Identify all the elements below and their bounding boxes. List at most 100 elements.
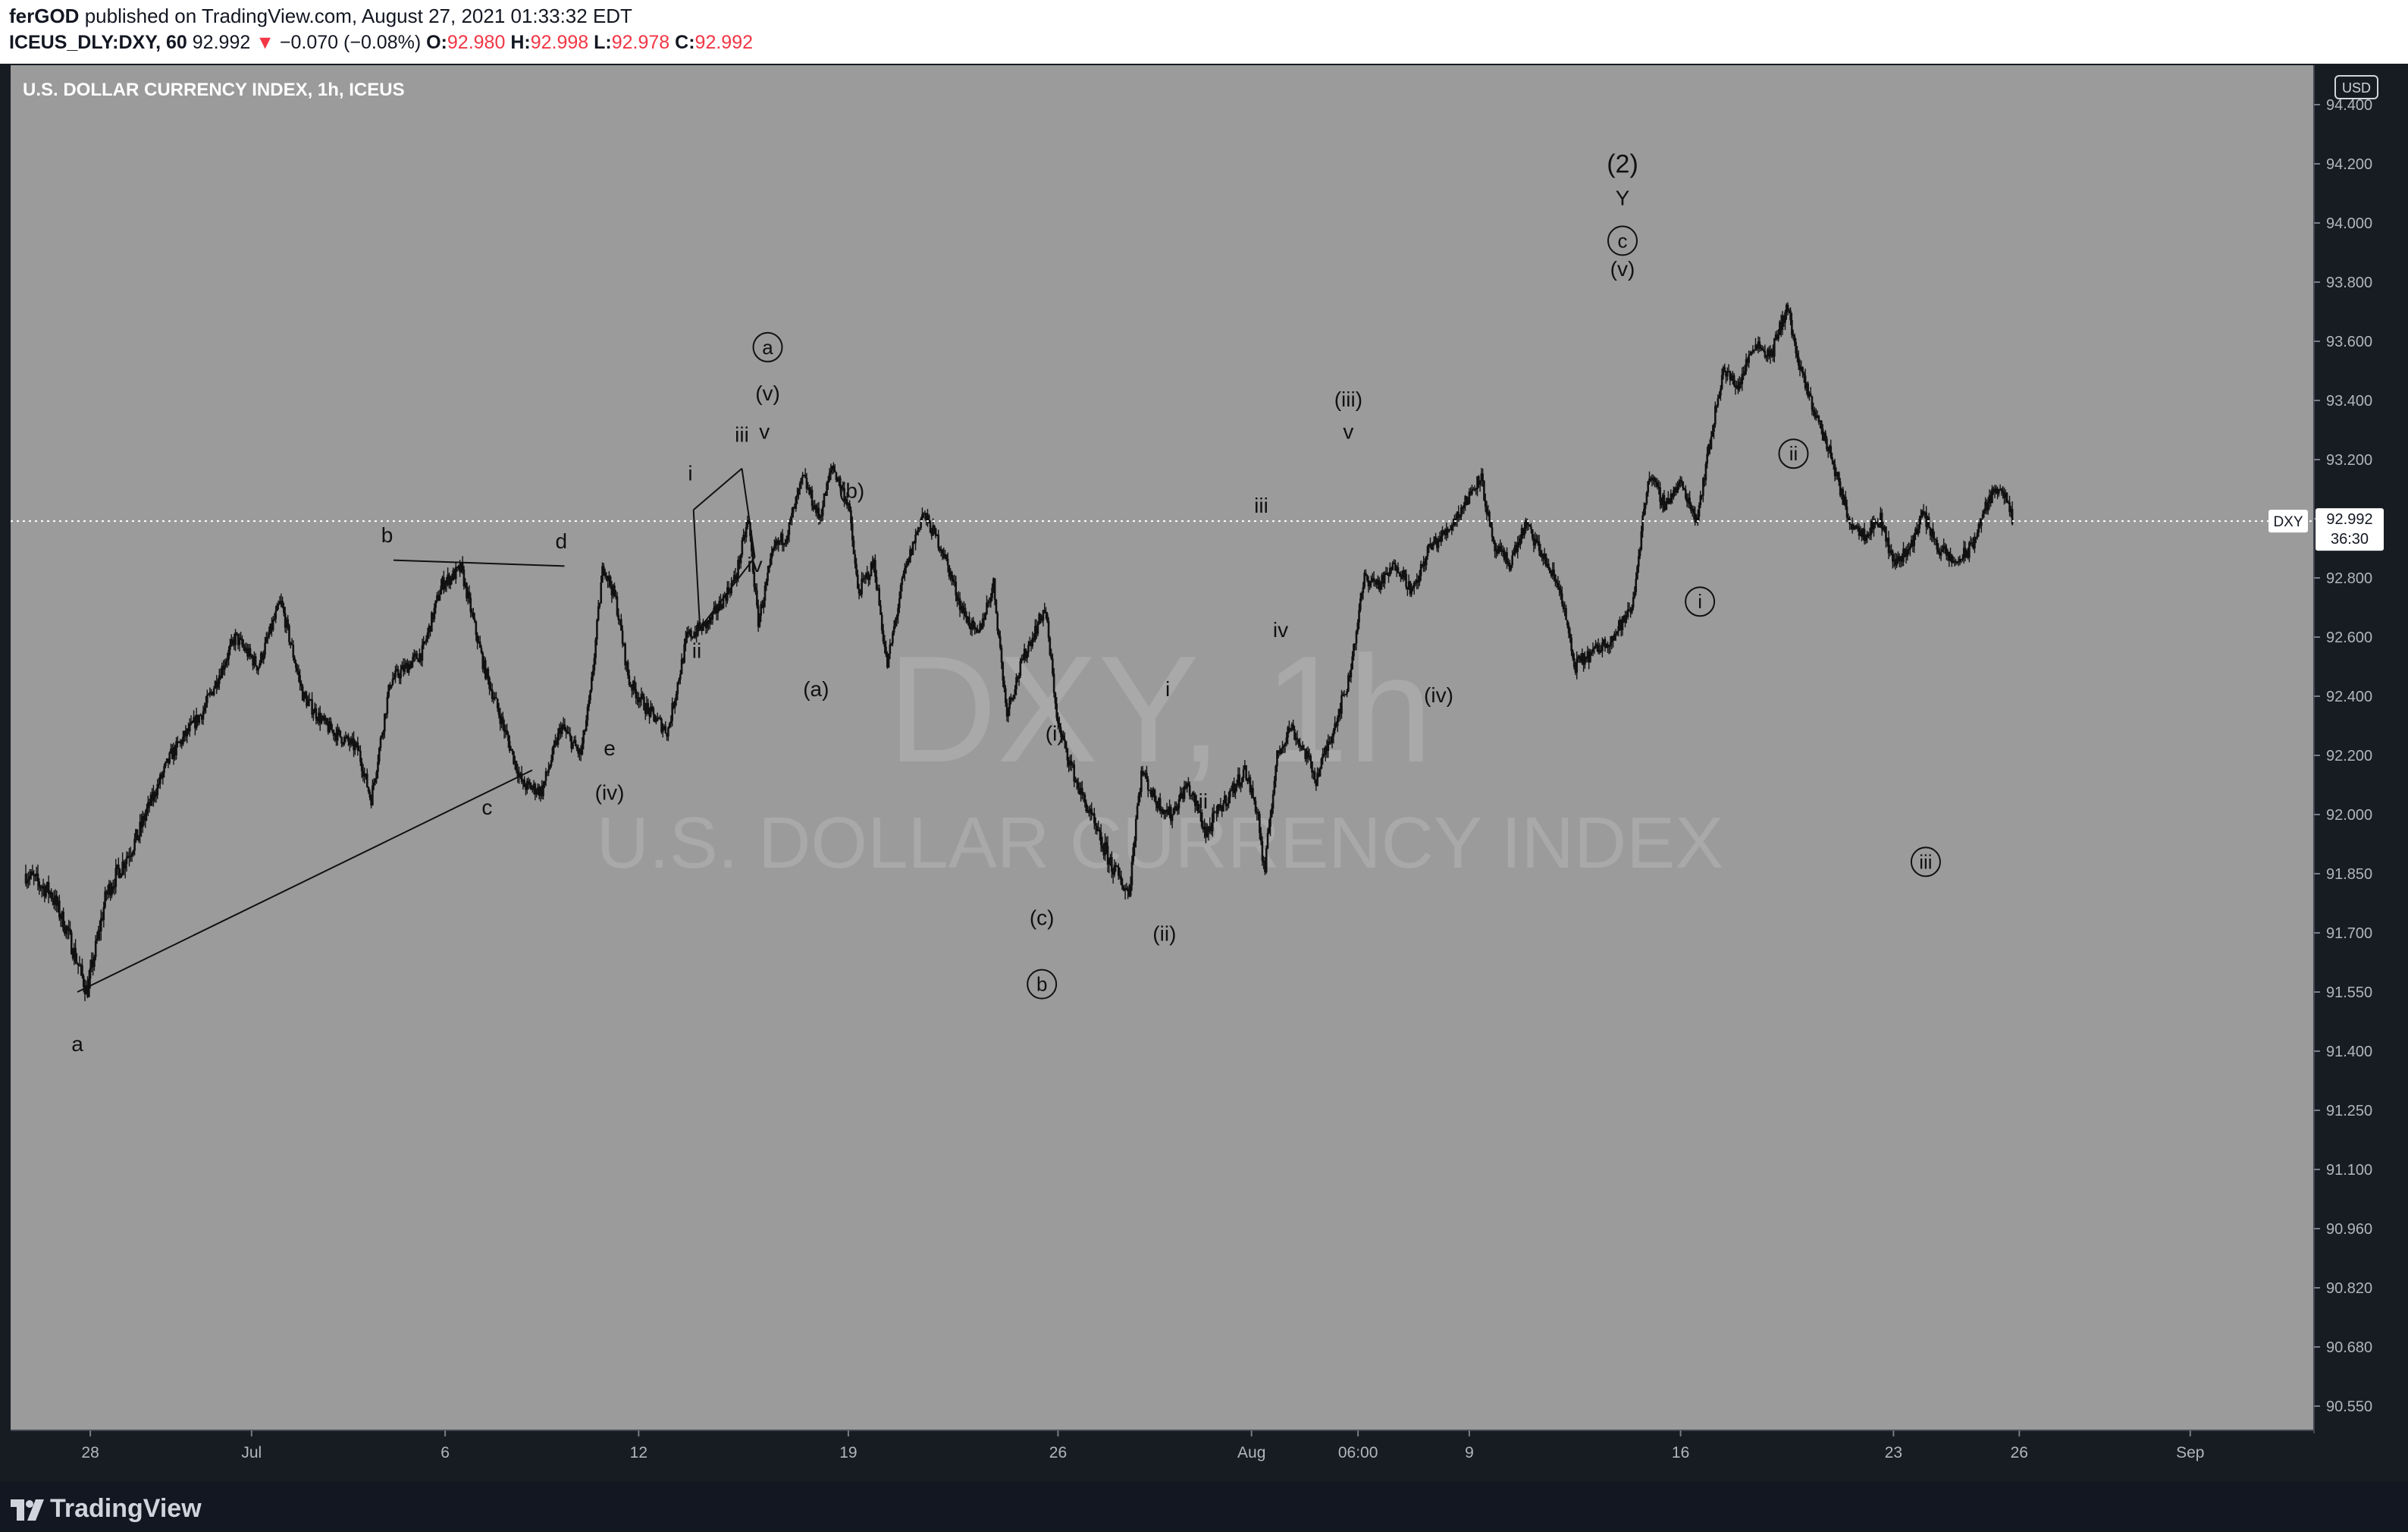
candle-body xyxy=(478,641,481,648)
candle-body xyxy=(927,515,929,521)
candle-body xyxy=(469,598,472,613)
candle-body xyxy=(565,730,567,733)
candle-body xyxy=(487,669,490,678)
candle-body xyxy=(1732,375,1734,380)
candle-body xyxy=(1965,551,1968,557)
candle-body xyxy=(1452,525,1454,526)
candle-body xyxy=(930,532,933,536)
candle-body xyxy=(1626,615,1628,617)
candle-body xyxy=(309,699,312,701)
candle-body xyxy=(918,527,921,529)
candle-body xyxy=(608,576,610,581)
time-axis[interactable] xyxy=(11,1430,2314,1479)
candle-body xyxy=(1397,567,1400,573)
candle-body xyxy=(264,642,266,655)
candle-body xyxy=(1817,416,1820,422)
candle-body xyxy=(1073,764,1076,782)
candle-body xyxy=(547,769,550,773)
candle-body xyxy=(777,540,780,545)
candle-body xyxy=(1951,554,1953,564)
candle-body xyxy=(1288,727,1290,730)
candle-body xyxy=(490,689,492,690)
candle-body xyxy=(1551,569,1554,576)
candle-body xyxy=(158,783,160,786)
candle-body xyxy=(1991,488,1993,504)
candle-body xyxy=(484,660,487,679)
candle-body xyxy=(1842,489,1845,505)
candle-body xyxy=(1814,415,1817,419)
candle-body xyxy=(1647,481,1649,493)
candle-body xyxy=(1318,772,1320,777)
candle-body xyxy=(1175,805,1177,811)
candle-body xyxy=(542,784,544,796)
open-label: O: xyxy=(426,32,447,53)
candle-body xyxy=(406,663,409,673)
candle-body xyxy=(409,664,412,669)
candle-body xyxy=(136,829,139,841)
candle-body xyxy=(331,730,334,731)
candle-body xyxy=(1471,490,1473,494)
candle-body xyxy=(238,637,241,645)
candle-body xyxy=(1214,811,1217,813)
candle-body xyxy=(1143,774,1146,776)
candle-body xyxy=(1014,689,1017,695)
candle-body xyxy=(1570,638,1572,651)
candle-body xyxy=(1619,620,1621,626)
candle-body xyxy=(506,730,508,735)
candle-body xyxy=(633,680,636,689)
price-axis[interactable] xyxy=(2314,64,2408,1433)
candle-body xyxy=(1937,549,1939,553)
candle-body xyxy=(43,886,46,897)
tradingview-logo[interactable]: TradingView xyxy=(11,1494,202,1524)
candle-body xyxy=(823,493,826,507)
candle-body xyxy=(631,686,633,691)
candle-body xyxy=(1723,367,1726,372)
candle-body xyxy=(1605,644,1608,648)
candle-body xyxy=(1754,344,1757,350)
candle-body xyxy=(384,713,387,715)
candle-body xyxy=(651,706,654,708)
candle-body xyxy=(1193,793,1195,796)
candle-body xyxy=(59,917,62,919)
candle-body xyxy=(550,760,553,766)
candle-body xyxy=(89,968,92,979)
candle-body xyxy=(1936,539,1939,550)
candle-body xyxy=(1930,529,1933,536)
candle-body xyxy=(1080,787,1082,795)
candle-body xyxy=(1313,771,1316,780)
candle-body xyxy=(461,562,464,570)
candle-body xyxy=(422,641,425,645)
candle-body xyxy=(312,713,315,715)
candle-body xyxy=(161,772,165,778)
candle-body xyxy=(582,730,585,744)
candle-body xyxy=(811,489,814,507)
candle-body xyxy=(133,838,136,851)
candle-body xyxy=(1203,826,1206,830)
candle-body xyxy=(793,507,796,509)
candle-body xyxy=(1946,551,1949,556)
wave-label-circle xyxy=(1685,586,1716,617)
wave-label: (i) xyxy=(1046,722,1064,746)
author-name[interactable]: ferGOD xyxy=(9,5,80,27)
candle-body xyxy=(934,528,937,536)
candle-body xyxy=(1631,607,1633,613)
candle-body xyxy=(1334,723,1336,731)
candle-body xyxy=(879,605,882,615)
candle-body xyxy=(1894,559,1897,566)
price-chart[interactable]: DXY, 1h U.S. DOLLAR CURRENCY INDEX U.S. … xyxy=(0,64,2408,1482)
candle-body xyxy=(1532,538,1535,546)
candle-body xyxy=(168,752,171,764)
candle-body xyxy=(1247,777,1250,782)
candle-body xyxy=(944,554,946,558)
candle-body xyxy=(1207,826,1210,833)
candle-body xyxy=(781,533,784,545)
candle-body xyxy=(1501,549,1504,552)
candle-body xyxy=(1560,589,1562,594)
currency-badge[interactable]: USD xyxy=(2334,75,2378,99)
plot-area[interactable] xyxy=(11,65,2314,1430)
candle-body xyxy=(428,626,431,633)
candle-body xyxy=(1688,498,1691,504)
candle-body xyxy=(1062,736,1064,739)
candle-body xyxy=(183,730,186,737)
candle-body xyxy=(676,682,679,695)
